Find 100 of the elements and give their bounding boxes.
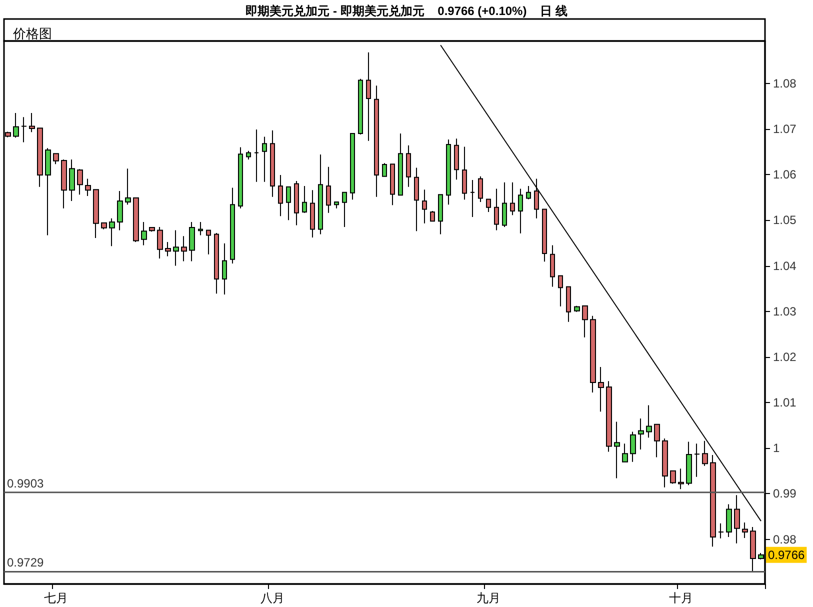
candlestick: [109, 218, 115, 247]
candlestick: [566, 286, 571, 322]
candlestick: [85, 178, 91, 197]
candlestick: [670, 470, 676, 484]
candlestick: [262, 136, 267, 182]
candlestick: [542, 208, 547, 262]
candlestick: [198, 222, 203, 236]
candlestick: [718, 522, 724, 539]
candlestick: [61, 159, 67, 209]
chart-subtitle: 价格图: [12, 26, 52, 41]
candlestick: [334, 201, 339, 209]
candlestick: [37, 128, 43, 188]
candlestick: [662, 438, 668, 488]
candlestick: [77, 168, 83, 196]
candlestick: [157, 226, 163, 259]
y-tick-label: 1.01: [773, 396, 797, 410]
candlestick: [654, 424, 660, 458]
candlestick: [246, 150, 251, 160]
candlestick: [494, 188, 499, 231]
candlestick: [173, 230, 179, 266]
candlestick: [270, 130, 275, 198]
candlestick: [526, 185, 531, 200]
candlestick: [438, 194, 443, 235]
candlestick: [149, 226, 155, 232]
candlestick: [374, 85, 379, 198]
candlestick: [238, 146, 243, 209]
candlestick: [45, 148, 51, 236]
candlestick: [93, 189, 99, 238]
candlestick: [29, 112, 35, 133]
candlestick: [414, 167, 419, 232]
candlestick: [558, 275, 563, 307]
y-tick-label: 0.99: [773, 486, 797, 501]
x-tick-label: 十月: [668, 591, 693, 605]
candlestick: [117, 190, 123, 231]
candlestick: [125, 168, 131, 206]
candlestick: [518, 188, 523, 234]
candlestick: [694, 443, 700, 478]
candlestick: [630, 431, 636, 462]
candlestick: [534, 178, 539, 219]
candlestick: [214, 232, 219, 294]
candlestick: [726, 504, 732, 538]
y-tick-label: 1.04: [773, 258, 797, 273]
candlestick: [686, 441, 692, 486]
candlestick: [430, 210, 435, 222]
candlestick: [101, 222, 107, 230]
candlestick: [302, 185, 307, 214]
candlestick: [358, 78, 363, 135]
candlestick: [21, 116, 27, 143]
candlestick: [582, 305, 588, 338]
candlestick: [230, 187, 235, 264]
y-tick-label: 0.98: [773, 532, 797, 546]
candlestick: [181, 236, 187, 262]
y-tick-label: 1.06: [773, 168, 797, 182]
candlestick: [141, 222, 147, 246]
y-tick-label: 1.08: [773, 76, 797, 90]
ref-line-label: 0.9903: [7, 476, 44, 490]
candlestick: [486, 198, 491, 212]
candlestick: [510, 182, 515, 216]
candlestick: [478, 176, 483, 202]
candlestick: [614, 421, 620, 479]
candlestick: [254, 128, 259, 182]
candlestick: [638, 418, 644, 450]
y-tick-label: 1.03: [773, 304, 797, 318]
candlestick: [590, 315, 596, 394]
candlestick: [53, 153, 59, 165]
candlestick: [574, 305, 580, 312]
candlestick: [406, 144, 411, 188]
y-tick-label: 1.02: [773, 350, 797, 364]
candlestick: [646, 404, 652, 438]
y-tick-label: 1.05: [773, 213, 797, 228]
candlestick: [366, 52, 371, 142]
candlestick: [382, 162, 387, 177]
candlestick: [678, 468, 684, 490]
candlestick: [294, 180, 299, 226]
candlestick: [189, 222, 195, 262]
candlestick: [390, 164, 395, 206]
candlestick: [286, 186, 291, 221]
candlestick: [734, 494, 740, 544]
candlestick: [310, 190, 315, 238]
candlestick: [710, 454, 716, 548]
x-tick-label: 八月: [260, 591, 284, 605]
chart-title: 即期美元兑加元 - 即期美元兑加元 0.9766 (+0.10%) 日 线: [246, 4, 568, 18]
candlestick: [462, 146, 467, 200]
candlestick: [326, 166, 331, 214]
ref-line-label: 0.9729: [7, 556, 44, 570]
candlestick: [13, 112, 19, 138]
candlestick: [622, 443, 628, 462]
candlestick: [206, 230, 211, 255]
candlestick: [702, 440, 708, 466]
candlestick: [133, 197, 139, 243]
candlestick: [398, 133, 403, 196]
candlestick: [222, 242, 227, 295]
candlestick: [606, 380, 612, 452]
x-tick-label: 九月: [476, 591, 501, 605]
candlestick: [454, 138, 459, 180]
candlestick: [470, 180, 475, 218]
candlestick: [422, 189, 427, 224]
candlestick: [318, 154, 323, 235]
annotation: 0.9766: [768, 548, 806, 562]
candlestick: [69, 159, 75, 202]
